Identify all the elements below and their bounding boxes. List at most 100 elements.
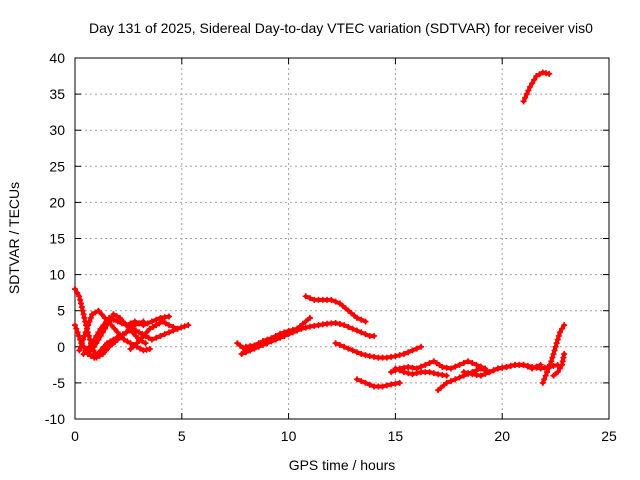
data-point-marker xyxy=(522,94,529,101)
data-point-marker xyxy=(302,318,309,325)
data-point-marker xyxy=(328,296,335,303)
series-arc-p xyxy=(460,361,561,379)
data-point-marker xyxy=(546,70,553,77)
data-point-marker xyxy=(174,325,181,332)
data-point-marker xyxy=(559,325,566,332)
data-point-marker xyxy=(546,361,553,368)
data-point-marker xyxy=(545,365,552,372)
data-point-marker xyxy=(137,345,144,352)
data-point-marker xyxy=(353,376,360,383)
data-point-marker xyxy=(456,374,463,381)
data-point-marker xyxy=(520,361,527,368)
y-axis-label: SDTVAR / TECUs xyxy=(6,182,22,294)
data-point-marker xyxy=(289,326,296,333)
data-point-marker xyxy=(362,331,369,338)
data-point-marker xyxy=(332,319,339,326)
data-point-marker xyxy=(550,351,557,358)
data-point-marker xyxy=(80,343,87,350)
data-point-marker xyxy=(358,378,365,385)
data-point-marker xyxy=(362,379,369,386)
data-point-marker xyxy=(132,332,139,339)
data-point-marker xyxy=(555,332,562,339)
data-point-marker xyxy=(118,320,125,327)
data-point-marker xyxy=(396,367,403,374)
data-point-marker xyxy=(465,358,472,365)
data-point-marker xyxy=(103,318,110,325)
data-point-marker xyxy=(146,325,153,332)
y-tick-label: -5 xyxy=(53,375,66,391)
data-point-marker xyxy=(469,360,476,367)
data-point-marker xyxy=(102,347,109,354)
data-point-marker xyxy=(533,73,540,80)
data-point-marker xyxy=(124,338,131,345)
y-tick-label: 10 xyxy=(49,267,65,283)
data-point-marker xyxy=(452,376,459,383)
data-point-marker xyxy=(392,365,399,372)
y-tick-label: 0 xyxy=(57,339,65,355)
data-point-marker xyxy=(114,329,121,336)
data-point-marker xyxy=(153,322,160,329)
data-point-marker xyxy=(153,334,160,341)
data-point-marker xyxy=(80,336,87,343)
data-point-marker xyxy=(336,321,343,328)
data-point-marker xyxy=(477,365,484,372)
data-point-marker xyxy=(561,351,568,358)
data-point-marker xyxy=(362,318,369,325)
data-point-marker xyxy=(83,347,90,354)
y-tick-label: 5 xyxy=(57,303,65,319)
data-point-marker xyxy=(345,345,352,352)
data-point-marker xyxy=(83,325,90,332)
data-point-marker xyxy=(133,340,140,347)
data-point-marker xyxy=(353,349,360,356)
data-point-marker xyxy=(104,340,111,347)
data-point-marker xyxy=(85,322,92,329)
x-tick-label: 25 xyxy=(601,428,617,444)
data-point-marker xyxy=(93,332,100,339)
data-point-marker xyxy=(78,340,85,347)
series-arc-j xyxy=(302,293,369,325)
data-point-marker xyxy=(170,323,177,330)
data-point-marker xyxy=(127,340,134,347)
data-point-marker xyxy=(556,365,563,372)
data-point-marker xyxy=(422,361,429,368)
data-point-marker xyxy=(127,320,134,327)
data-point-marker xyxy=(148,336,155,343)
data-point-marker xyxy=(531,76,538,83)
data-point-marker xyxy=(542,372,549,379)
data-point-marker xyxy=(336,341,343,348)
data-point-marker xyxy=(156,320,163,327)
data-point-marker xyxy=(452,363,459,370)
series-arc-q xyxy=(520,69,553,105)
data-point-marker xyxy=(524,362,531,369)
data-point-marker xyxy=(73,325,80,332)
data-point-marker xyxy=(302,324,309,331)
data-point-marker xyxy=(88,352,95,359)
data-point-marker xyxy=(460,369,467,376)
data-point-marker xyxy=(178,324,185,331)
data-point-marker xyxy=(110,316,117,323)
data-point-marker xyxy=(548,358,555,365)
data-point-marker xyxy=(418,363,425,370)
data-point-marker xyxy=(553,340,560,347)
data-point-marker xyxy=(95,329,102,336)
data-point-marker xyxy=(159,318,166,325)
data-point-marker xyxy=(549,354,556,361)
data-point-marker xyxy=(72,322,78,329)
data-point-marker xyxy=(98,311,105,318)
data-point-marker xyxy=(413,370,420,377)
data-point-marker xyxy=(76,293,83,300)
series-arc-e xyxy=(80,313,172,358)
data-point-marker xyxy=(132,327,139,334)
data-point-marker xyxy=(539,379,546,386)
data-point-marker xyxy=(100,343,107,350)
y-tick-label: 40 xyxy=(49,50,65,66)
data-point-marker xyxy=(396,379,403,386)
data-marks xyxy=(72,69,568,394)
data-point-marker xyxy=(561,322,568,329)
data-point-marker xyxy=(447,365,454,372)
series-arc-b xyxy=(72,322,192,361)
data-point-marker xyxy=(409,347,416,354)
data-point-marker xyxy=(123,322,130,329)
data-point-marker xyxy=(264,336,271,343)
data-point-marker xyxy=(81,332,88,339)
